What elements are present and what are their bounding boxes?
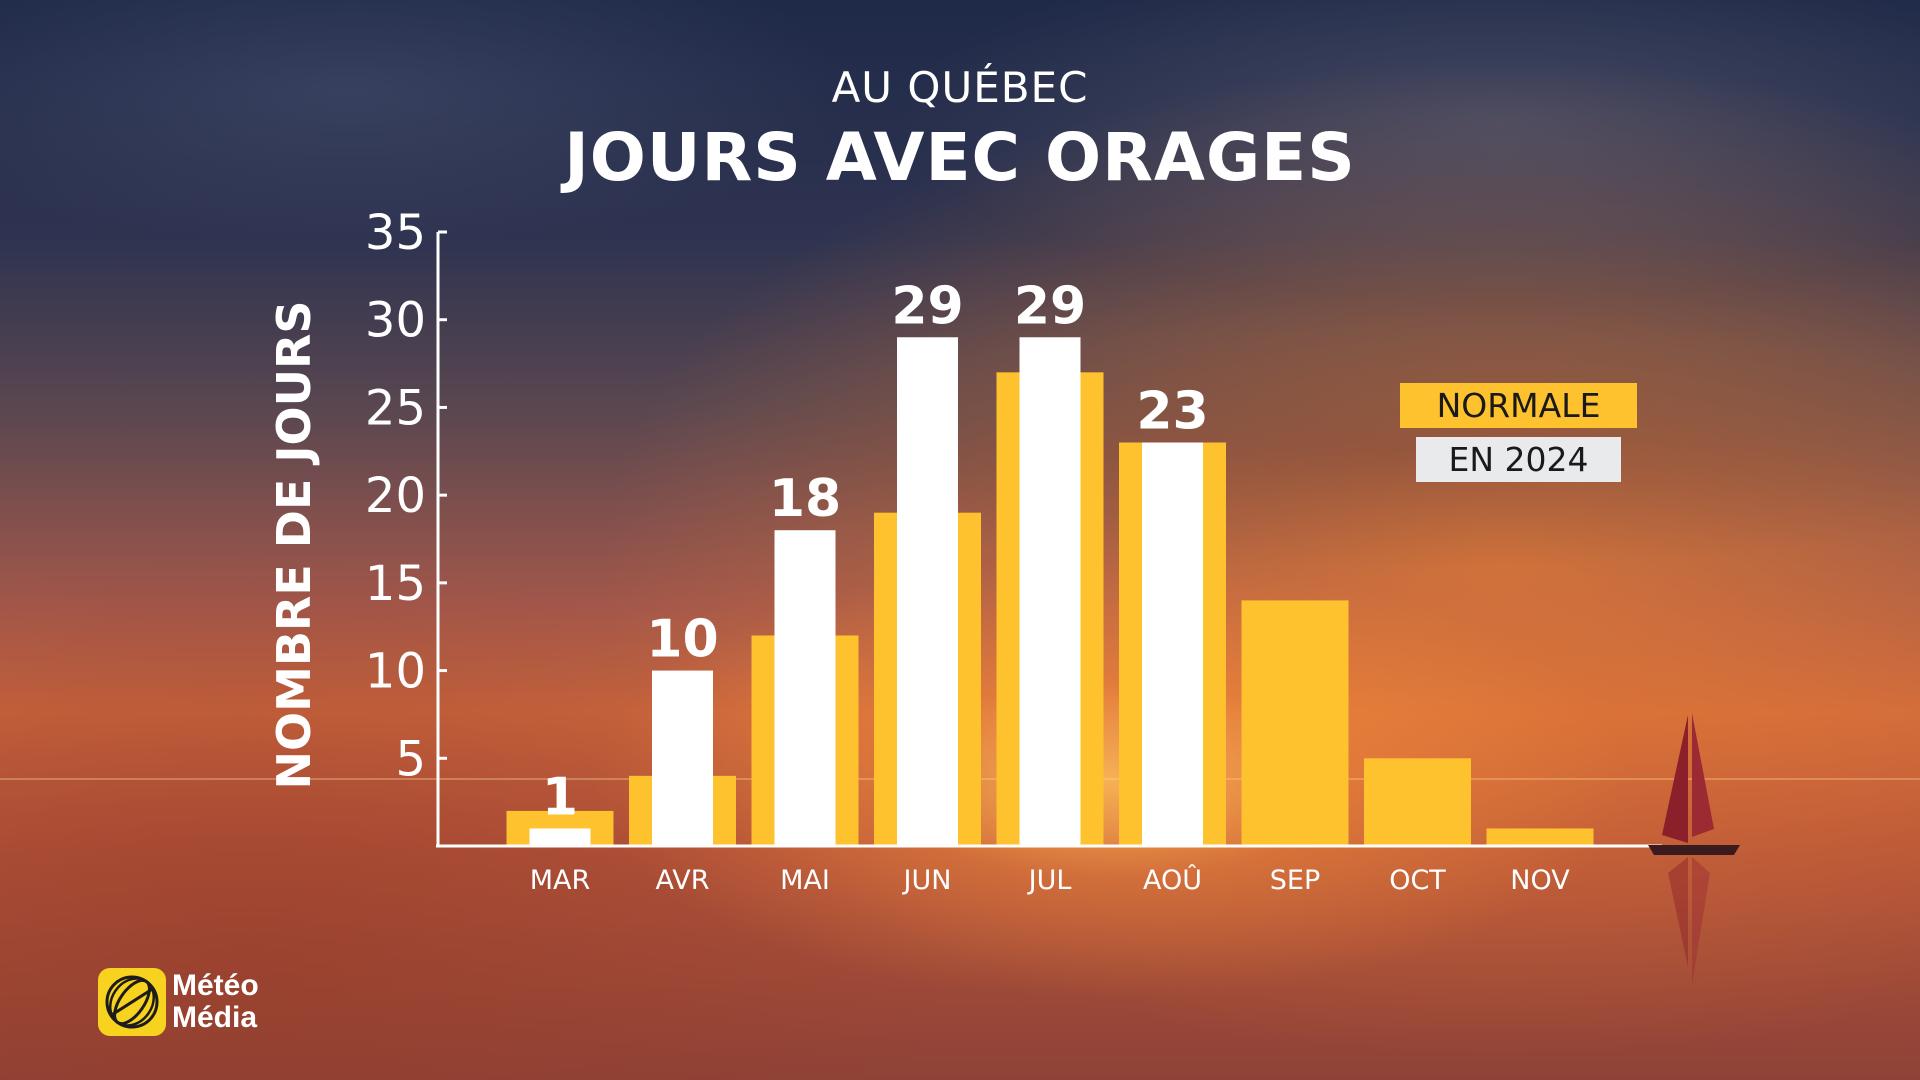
y-tick-label: 15 <box>365 556 426 612</box>
y-tick-label: 25 <box>365 380 426 436</box>
data-label-3: 29 <box>891 276 963 336</box>
y-tick-label: 5 <box>395 731 426 787</box>
data-label-0: 1 <box>542 767 578 827</box>
y-tick-label: 10 <box>365 644 426 700</box>
bar-year-0 <box>529 828 591 846</box>
logo-line-1: Météo <box>172 969 259 1002</box>
bar-year-5 <box>1142 442 1203 846</box>
chart-title: JOURS AVEC ORAGES <box>564 119 1356 196</box>
x-tick-label: SEP <box>1270 865 1320 896</box>
globe-icon <box>98 968 166 1036</box>
x-tick-label: AVR <box>656 865 710 896</box>
logo-wordmark: Météo Média <box>172 970 259 1034</box>
data-label-4: 29 <box>1014 276 1086 336</box>
x-tick-label: AOÛ <box>1143 864 1202 896</box>
y-tick-label: 20 <box>365 468 426 524</box>
x-tick-label: MAI <box>780 865 830 896</box>
x-tick-label: NOV <box>1510 865 1570 896</box>
x-tick-label: OCT <box>1389 865 1446 896</box>
data-label-1: 10 <box>646 610 718 670</box>
y-tick-label: 30 <box>365 293 426 349</box>
x-tick-label: JUL <box>1027 865 1072 896</box>
data-label-2: 18 <box>769 469 841 529</box>
bar-year-3 <box>897 337 958 846</box>
sailboat-silhouette <box>1648 713 1740 985</box>
y-tick-label: 35 <box>365 205 426 261</box>
x-axis: MAR AVR MAI JUN JUL AOÛ SEP OCT NOV <box>436 844 1662 896</box>
legend-year: EN 2024 <box>1416 437 1621 482</box>
bar-year-2 <box>774 530 836 846</box>
bar-normale-6 <box>1241 600 1349 846</box>
logo-line-2: Média <box>172 1001 258 1034</box>
bar-year-4 <box>1019 337 1081 846</box>
year-series <box>529 337 1203 846</box>
meteomedia-logo: Météo Média <box>98 968 273 1038</box>
x-tick-label: MAR <box>530 865 591 896</box>
bar-normale-8 <box>1486 828 1594 846</box>
data-labels: 1 10 18 29 29 23 <box>542 276 1209 827</box>
x-tick-label: JUN <box>902 865 952 896</box>
legend-normale: NORMALE <box>1400 383 1637 428</box>
title-block: AU QUÉBEC JOURS AVEC ORAGES <box>0 58 1920 198</box>
chart-subtitle: AU QUÉBEC <box>831 63 1089 112</box>
data-label-5: 23 <box>1136 382 1208 442</box>
bar-normale-7 <box>1364 758 1471 846</box>
bar-year-1 <box>652 670 713 846</box>
y-axis-label: NOMBRE DE JOURS <box>267 300 321 789</box>
y-axis: 5 10 15 20 25 30 35 <box>365 205 447 847</box>
